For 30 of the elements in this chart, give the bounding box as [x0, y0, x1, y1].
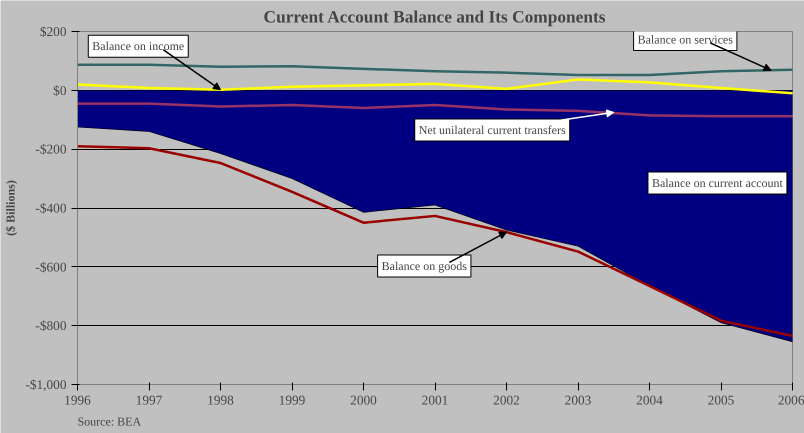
line-series — [78, 144, 792, 338]
x-tick-label: 2003 — [564, 392, 592, 408]
line-series — [78, 78, 792, 95]
y-tick-label: -$200 — [35, 142, 67, 157]
x-tick-label: 2004 — [636, 392, 664, 408]
x-tick-label: 2001 — [422, 392, 448, 408]
source-note: Source: BEA — [78, 414, 142, 428]
x-tick-label: 2002 — [493, 392, 520, 408]
x-tick-label: 2005 — [708, 392, 735, 408]
x-tick-label: 1998 — [207, 392, 234, 408]
annotation: Balance on goods — [382, 258, 468, 273]
x-tick-label: 1997 — [136, 392, 163, 408]
x-tick-label: 1999 — [278, 392, 306, 408]
y-tick-label: -$600 — [35, 259, 67, 274]
x-tick-label: 2006 — [778, 392, 804, 408]
y-tick-label: $200 — [40, 24, 67, 39]
line-series — [78, 63, 792, 76]
annotation: Balance on income — [92, 39, 184, 54]
y-axis-title: ($ Billions) — [3, 180, 18, 236]
y-tick-label: -$400 — [35, 200, 67, 216]
annotation: Balance on services — [638, 32, 734, 46]
annotation: Balance on current account — [652, 176, 784, 190]
line-series — [78, 102, 792, 118]
y-tick-label: $0 — [53, 82, 67, 98]
chart-title: Current Account Balance and Its Components — [264, 8, 606, 26]
x-tick-label: 2000 — [350, 392, 378, 408]
x-tick-label: 1996 — [64, 392, 92, 408]
y-tick-label: -$1,000 — [25, 377, 67, 392]
y-tick-label: -$800 — [35, 318, 67, 334]
annotation: Net unilateral current transfers — [418, 123, 566, 138]
